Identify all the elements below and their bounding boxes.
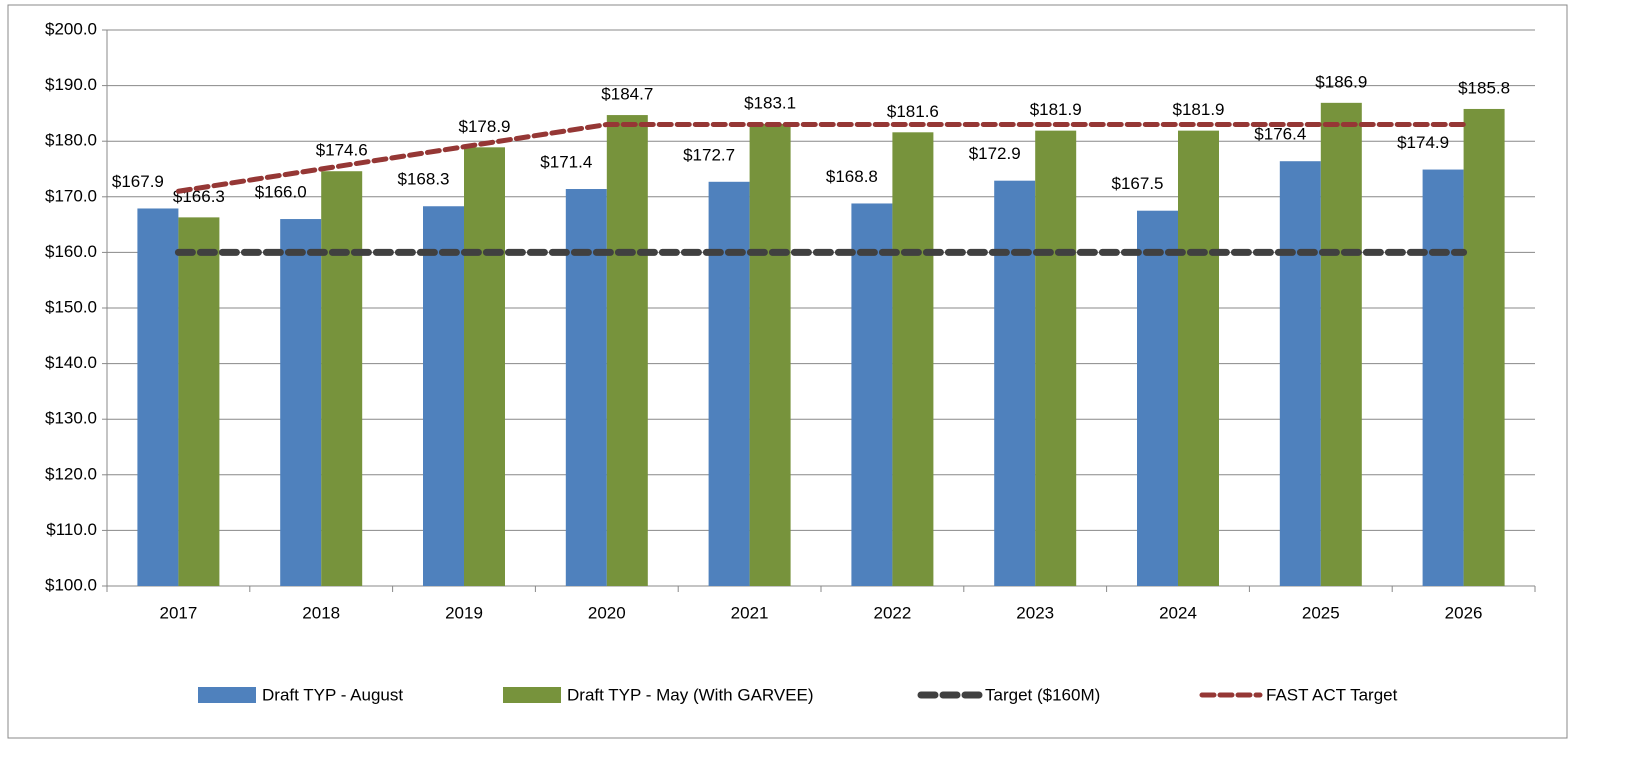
y-tick-label: $190.0 [45, 75, 97, 94]
bar [178, 217, 220, 586]
x-tick-label: 2019 [445, 603, 483, 622]
data-label: $166.0 [255, 183, 307, 202]
x-tick-label: 2021 [731, 603, 769, 622]
data-label: $176.4 [1254, 125, 1306, 144]
x-tick-label: 2023 [1016, 603, 1054, 622]
x-tick-label: 2024 [1159, 603, 1197, 622]
bar [749, 123, 791, 587]
y-tick-label: $200.0 [45, 19, 97, 38]
x-tick-label: 2022 [873, 603, 911, 622]
data-label: $172.7 [683, 145, 735, 164]
data-label: $167.5 [1112, 174, 1164, 193]
data-label: $184.7 [601, 85, 653, 104]
data-label: $186.9 [1315, 72, 1367, 91]
bar [464, 147, 505, 587]
data-label: $181.9 [1173, 100, 1225, 119]
data-label: $167.9 [112, 172, 164, 191]
y-tick-label: $170.0 [45, 186, 97, 205]
bar [137, 208, 179, 586]
bar [565, 189, 607, 587]
data-label: $168.3 [398, 170, 450, 189]
data-label: $174.6 [316, 141, 368, 160]
data-label: $183.1 [744, 93, 796, 112]
legend-swatch [198, 687, 256, 703]
bar [1463, 108, 1505, 587]
line-series [175, 122, 1467, 194]
y-tick-label: $150.0 [45, 297, 97, 316]
data-label: $185.8 [1458, 78, 1510, 97]
legend-label: Draft TYP - August [262, 685, 403, 704]
y-tick-label: $120.0 [45, 464, 97, 483]
legend-label: Target ($160M) [985, 685, 1100, 704]
y-tick-label: $100.0 [45, 575, 97, 594]
data-label: $181.6 [887, 102, 939, 121]
y-tick-label: $130.0 [45, 409, 97, 428]
x-tick-label: 2025 [1302, 603, 1340, 622]
bar [321, 171, 363, 586]
bar [1279, 161, 1321, 586]
bar [892, 132, 934, 586]
bar [1137, 210, 1178, 586]
data-label: $171.4 [540, 153, 592, 172]
x-tick-label: 2020 [588, 603, 626, 622]
data-label: $172.9 [969, 144, 1021, 163]
legend-swatch [503, 687, 561, 703]
bar [1422, 169, 1464, 586]
bar [851, 203, 893, 587]
bar [280, 219, 322, 587]
y-tick-label: $110.0 [46, 520, 97, 539]
legend-label: Draft TYP - May (With GARVEE) [567, 685, 814, 704]
data-label: $168.8 [826, 167, 878, 186]
x-tick-label: 2026 [1445, 603, 1483, 622]
bar [708, 181, 750, 586]
y-tick-label: $160.0 [45, 242, 97, 261]
data-label: $174.9 [1397, 133, 1449, 152]
data-label: $178.9 [459, 117, 511, 136]
x-tick-label: 2017 [159, 603, 197, 622]
y-tick-label: $140.0 [45, 353, 97, 372]
bar [423, 206, 464, 586]
bar [606, 115, 648, 587]
y-tick-label: $180.0 [45, 131, 97, 150]
bar [1320, 102, 1362, 586]
data-label: $181.9 [1030, 100, 1082, 119]
x-tick-label: 2018 [302, 603, 340, 622]
bar [1035, 130, 1077, 587]
legend-label: FAST ACT Target [1266, 685, 1398, 704]
bar [994, 180, 1036, 586]
bar [1178, 130, 1219, 587]
